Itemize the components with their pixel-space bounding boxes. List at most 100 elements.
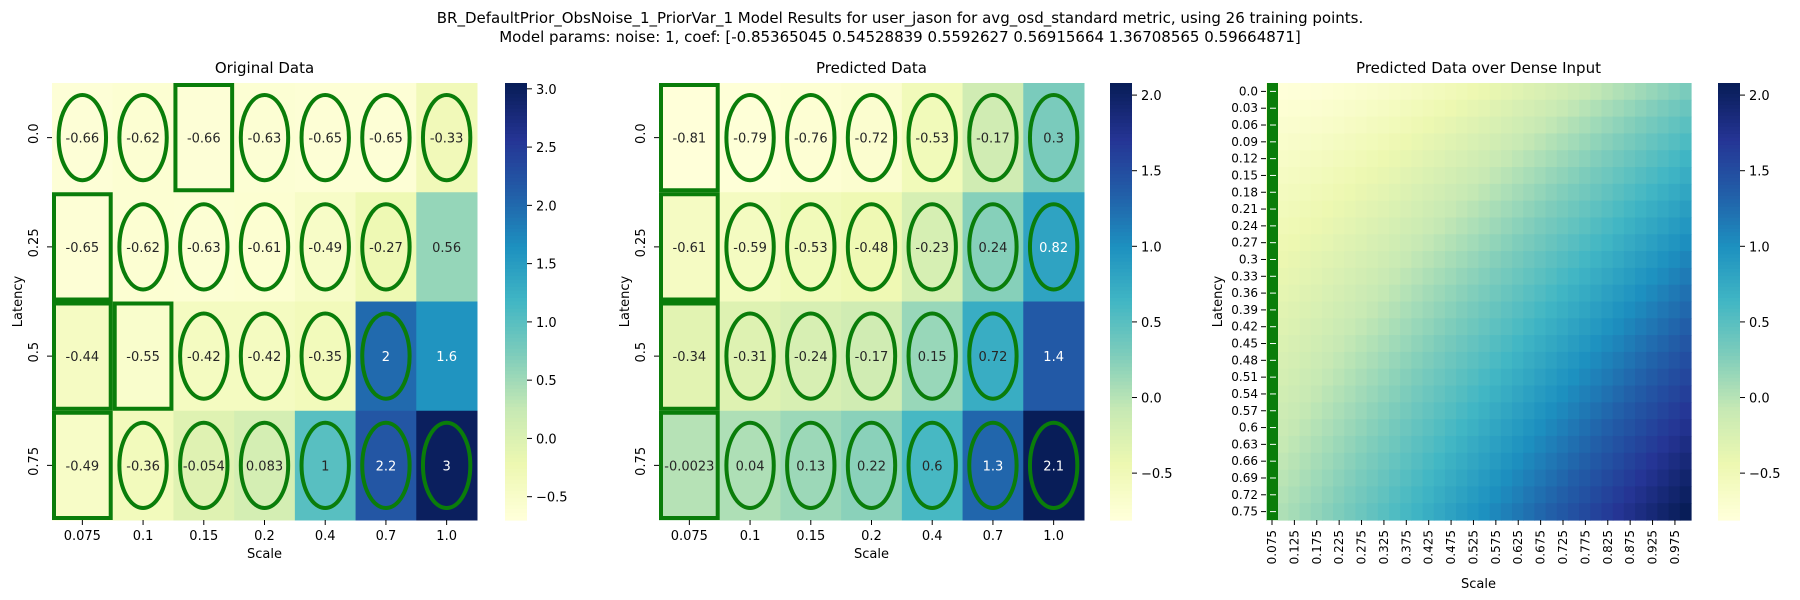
dense-cell <box>1433 200 1446 219</box>
dense-cell <box>1623 116 1636 135</box>
colorbar-segment <box>1718 261 1740 266</box>
dense-cell <box>1601 167 1614 185</box>
ellipse-marker <box>238 420 291 510</box>
colorbar-segment <box>1718 450 1740 456</box>
y-tick-label: 0.6 <box>1239 421 1258 435</box>
dense-cell <box>1366 452 1379 471</box>
dense-cell <box>1635 351 1647 370</box>
dense-cell <box>1344 351 1357 370</box>
colorbar-segment <box>1110 479 1132 485</box>
cell-value-label: -0.61 <box>248 241 282 256</box>
dense-cell <box>1512 183 1524 202</box>
colorbar-segment <box>1110 447 1132 452</box>
dense-cell <box>1321 284 1334 303</box>
dense-cell <box>1567 217 1580 235</box>
dense-cell <box>1456 116 1468 135</box>
dense-cell <box>1612 200 1625 219</box>
dense-cell <box>1612 284 1625 303</box>
dense-cell <box>1433 469 1446 487</box>
dense-cell <box>1590 133 1603 151</box>
y-tick-label: 0.66 <box>1231 454 1258 468</box>
x-tick-label: 0.475 <box>1444 530 1458 564</box>
colorbar-segment <box>1718 130 1740 135</box>
dense-cell <box>1366 116 1379 135</box>
dense-cell <box>1489 301 1502 319</box>
colorbar-segment <box>1718 239 1740 244</box>
dense-cell <box>1288 385 1301 403</box>
colorbar-segment <box>505 403 527 408</box>
colorbar-segment <box>1110 123 1132 128</box>
dense-cell <box>1389 419 1401 437</box>
heatmap-cell <box>1023 410 1085 521</box>
ellipse-marker <box>360 202 412 292</box>
colorbar-segment <box>505 454 527 459</box>
dense-cell <box>1344 435 1357 454</box>
rect-marker <box>659 192 720 302</box>
dense-cell <box>1411 452 1424 471</box>
dense-cell <box>1422 351 1435 370</box>
dense-cell <box>1567 435 1580 454</box>
cell-value-label: -0.0023 <box>664 459 714 474</box>
dense-cell <box>1567 419 1580 437</box>
dense-cell <box>1500 217 1513 235</box>
dense-cell <box>1411 503 1424 521</box>
colorbar-segment <box>1718 516 1740 521</box>
figure-title-line-1: BR_DefaultPrior_ObsNoise_1_PriorVar_1 Mo… <box>436 9 1364 27</box>
dense-cell <box>1422 267 1435 286</box>
dense-cell <box>1467 83 1480 101</box>
dense-cell <box>1478 150 1491 168</box>
colorbar-segment <box>1110 243 1132 248</box>
dense-cell <box>1500 503 1513 521</box>
x-tick-label: 0.4 <box>922 529 943 544</box>
heatmap-cell <box>659 83 721 193</box>
dense-cell <box>1389 335 1401 353</box>
dense-cell <box>1422 469 1435 487</box>
dense-cell <box>1478 469 1491 487</box>
dense-cell <box>1433 99 1446 118</box>
colorbar-segment <box>1110 501 1132 507</box>
colorbar-segment <box>1110 345 1132 350</box>
colorbar-segment <box>505 246 527 252</box>
dense-cell <box>1556 217 1569 235</box>
colorbar-segment <box>1718 370 1740 375</box>
dense-cell <box>1579 351 1591 370</box>
dense-cell <box>1288 200 1301 219</box>
dense-cell <box>1579 419 1591 437</box>
dense-cell <box>1355 469 1368 487</box>
dense-cell <box>1456 234 1468 252</box>
dense-cell <box>1646 99 1659 118</box>
cell-value-label: -0.66 <box>66 132 100 147</box>
cell-value-label: -0.42 <box>187 350 221 365</box>
colorbar-segment <box>1110 294 1132 299</box>
x-tick-label: 0.2 <box>254 529 275 544</box>
dense-cell <box>1567 452 1580 471</box>
dense-cell <box>1310 150 1323 168</box>
dense-cell <box>1556 486 1569 504</box>
dense-cell <box>1590 435 1603 454</box>
dense-cell <box>1590 284 1603 303</box>
dense-cell <box>1411 99 1424 118</box>
dense-cell <box>1489 419 1502 437</box>
dense-cell <box>1467 99 1480 118</box>
ellipse-marker <box>1027 202 1080 292</box>
ellipse-marker <box>845 311 898 401</box>
dense-cell <box>1657 402 1670 420</box>
cell-value-label: -0.79 <box>733 132 767 147</box>
dense-cell <box>1344 452 1357 471</box>
dense-cell <box>1433 486 1446 504</box>
dense-cell <box>1422 301 1435 319</box>
colorbar-segment <box>1110 232 1132 237</box>
dense-cell <box>1579 200 1591 219</box>
cell-value-label: -0.62 <box>126 241 160 256</box>
dense-cell <box>1668 267 1681 286</box>
colorbar-segment <box>1110 425 1132 430</box>
cell-value-label: -0.34 <box>673 350 707 365</box>
dense-cell <box>1601 284 1614 303</box>
dense-cell <box>1512 234 1524 252</box>
dense-cell <box>1344 335 1357 353</box>
colorbar-segment <box>505 155 527 161</box>
dense-cell <box>1500 335 1513 353</box>
colorbar-segment <box>505 425 527 430</box>
dense-cell <box>1422 385 1435 403</box>
dense-cell <box>1355 167 1368 185</box>
